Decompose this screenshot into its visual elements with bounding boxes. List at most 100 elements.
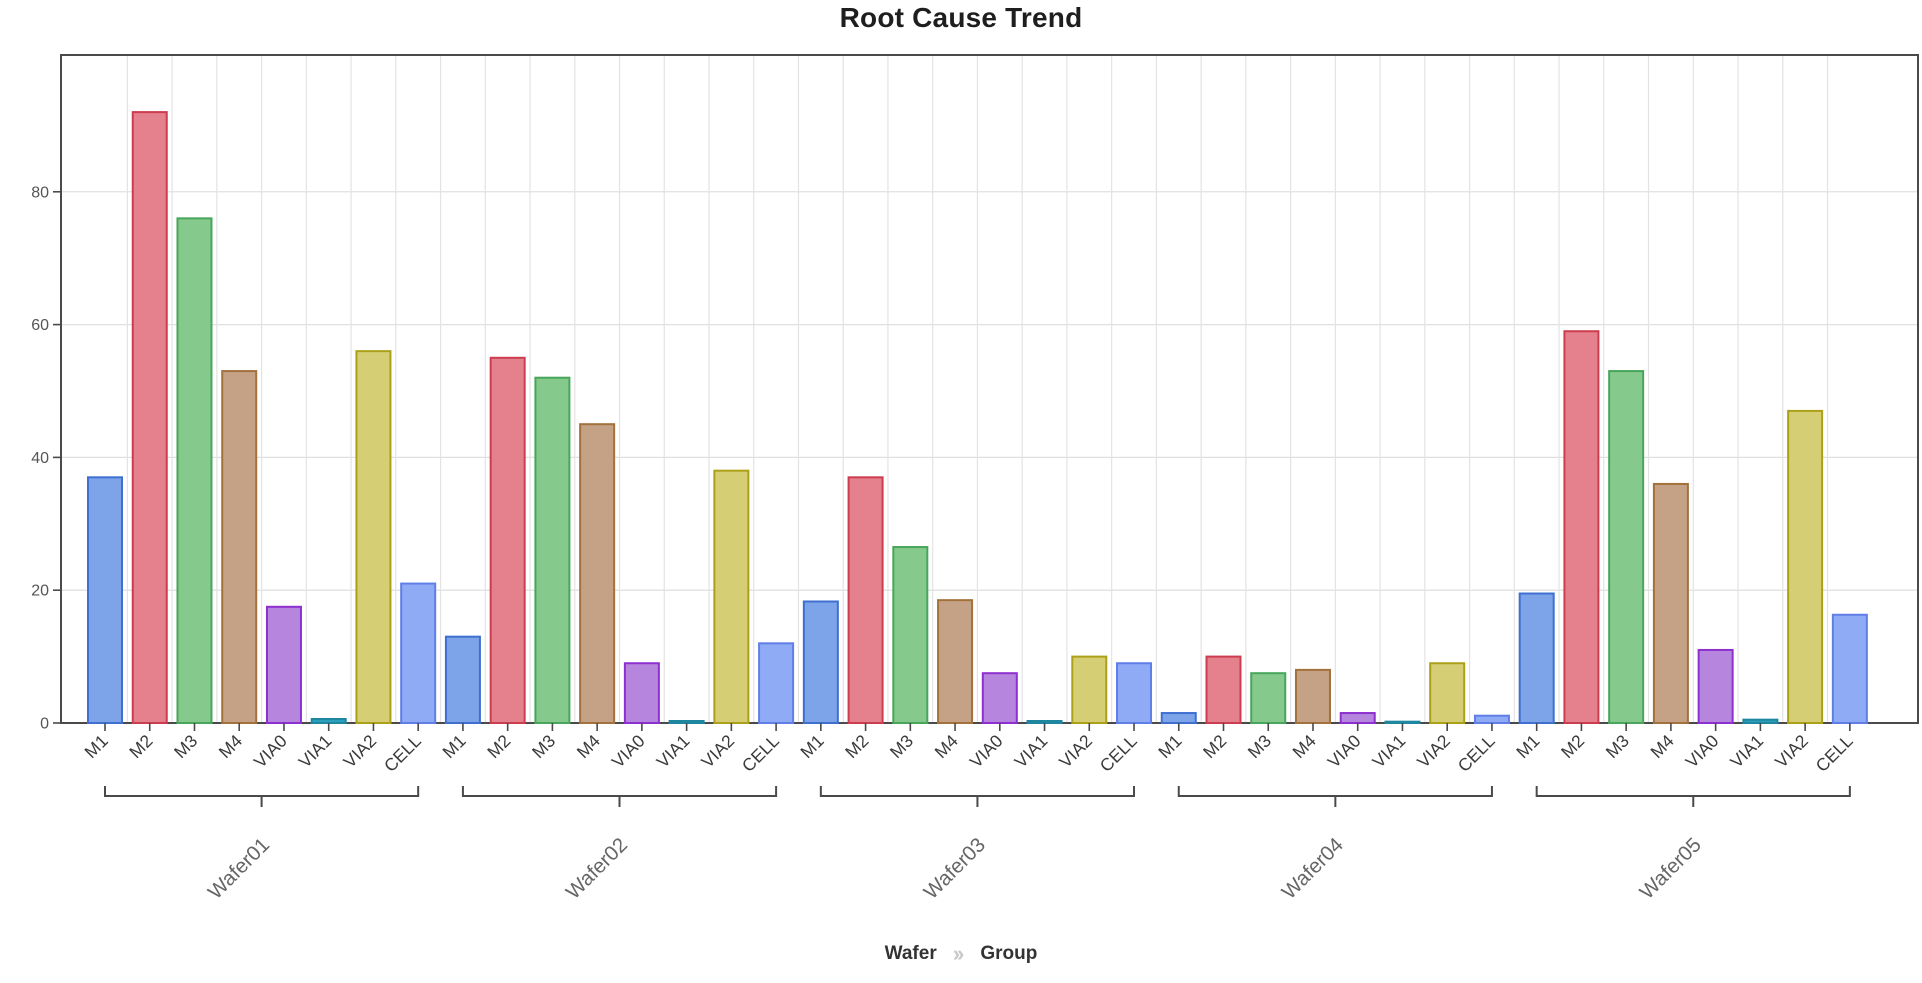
bar-Wafer04-M3[interactable] [1250,672,1287,724]
bar-Wafer01-VIA0[interactable] [265,605,302,725]
bar-Wafer04-VIA0[interactable] [1339,712,1376,724]
x-tick-label-12-VIA0: VIA0 [608,731,649,772]
bar-Wafer03-CELL[interactable] [1116,662,1153,725]
group-bracket-Wafer05 [1535,786,1851,797]
bar-Wafer02-VIA1[interactable] [668,720,705,724]
bar-Wafer05-M3[interactable] [1608,370,1645,724]
x-tick-label-6-VIA2: VIA2 [339,731,380,772]
x-tick-label-4-VIA0: VIA0 [250,731,291,772]
bar-Wafer04-M4[interactable] [1294,668,1331,724]
x-tick-label-14-VIA2: VIA2 [697,731,738,772]
group-label-Wafer05: Wafer05 [1635,833,1706,904]
group-label-Wafer02: Wafer02 [562,833,633,904]
bar-Wafer03-M2[interactable] [847,476,884,724]
x-tick-label-30-VIA2: VIA2 [1413,731,1454,772]
bar-Wafer01-VIA1[interactable] [310,718,347,725]
x-tick-label-9-M2: M2 [483,731,514,762]
x-tick-label-10-M3: M3 [528,731,559,762]
bar-Wafer02-VIA0[interactable] [623,662,660,725]
x-tick-label-7-CELL: CELL [380,731,425,776]
x-tick-label-34-M3: M3 [1602,731,1633,762]
x-tick-label-21-VIA1: VIA1 [1010,731,1051,772]
bar-Wafer03-VIA0[interactable] [981,672,1018,724]
x-tick-label-11-M4: M4 [573,730,605,762]
x-tick-label-0-M1: M1 [80,731,111,762]
breadcrumb-level-group[interactable]: Group [980,943,1038,964]
bar-Wafer03-VIA1[interactable] [1026,720,1063,724]
bar-Wafer02-M1[interactable] [444,635,481,724]
bar-Wafer02-M3[interactable] [534,376,571,724]
group-bracket-Wafer04 [1177,786,1493,797]
bar-Wafer01-M4[interactable] [221,370,258,724]
chart-title: Root Cause Trend [839,2,1083,33]
x-tick-label-2-M3: M3 [170,731,201,762]
bar-Wafer05-VIA2[interactable] [1787,409,1824,724]
bar-Wafer04-VIA2[interactable] [1429,662,1466,725]
y-tick-label-40: 40 [31,450,49,467]
bar-Wafer04-VIA1[interactable] [1384,720,1421,725]
bar-Wafer01-M3[interactable] [176,217,213,725]
x-tick-label-29-VIA1: VIA1 [1368,731,1409,772]
bar-Wafer01-VIA2[interactable] [355,350,392,724]
bar-Wafer04-M1[interactable] [1160,712,1197,724]
x-tick-label-17-M2: M2 [841,731,872,762]
bar-Wafer03-VIA2[interactable] [1071,655,1108,724]
x-tick-label-37-VIA1: VIA1 [1726,731,1767,772]
x-tick-label-5-VIA1: VIA1 [295,731,336,772]
bar-Wafer05-M1[interactable] [1518,592,1555,725]
x-tick-label-8-M1: M1 [438,731,469,762]
bar-Wafer05-M4[interactable] [1652,482,1689,725]
x-tick-label-28-VIA0: VIA0 [1324,731,1365,772]
group-bracket-Wafer01 [104,786,420,797]
x-tick-label-31-CELL: CELL [1454,731,1499,776]
x-tick-label-18-M3: M3 [886,731,917,762]
bar-Wafer05-M2[interactable] [1563,330,1600,724]
x-tick-label-33-M2: M2 [1557,731,1588,762]
x-tick-label-25-M2: M2 [1199,731,1230,762]
breadcrumb-separator-icon: ›› [952,941,965,966]
x-tick-label-23-CELL: CELL [1096,731,1141,776]
group-bracket-Wafer02 [461,786,778,797]
bar-Wafer02-CELL[interactable] [758,642,795,725]
x-tick-label-13-VIA1: VIA1 [652,731,693,772]
x-tick-label-1-M2: M2 [125,731,156,762]
bar-Wafer02-M4[interactable] [579,423,616,724]
x-tick-label-24-M1: M1 [1154,731,1185,762]
x-tick-label-38-VIA2: VIA2 [1771,731,1812,772]
y-tick-label-20: 20 [31,583,49,600]
bar-Wafer02-VIA2[interactable] [713,469,750,724]
breadcrumb-level-wafer[interactable]: Wafer [884,943,937,964]
x-tick-label-36-VIA0: VIA0 [1681,731,1722,772]
bar-Wafer03-M4[interactable] [937,599,974,724]
bar-Wafer02-M2[interactable] [489,356,526,724]
x-tick-label-22-VIA2: VIA2 [1055,731,1096,772]
bar-Wafer05-VIA1[interactable] [1742,718,1779,725]
group-label-Wafer01: Wafer01 [204,833,275,904]
y-tick-label-60: 60 [31,317,49,334]
bar-Wafer01-M1[interactable] [87,476,123,724]
x-tick-label-26-M3: M3 [1244,731,1275,762]
x-tick-label-39-CELL: CELL [1812,731,1857,776]
x-tick-label-35-M4: M4 [1646,730,1678,762]
breadcrumb: Wafer ›› Group [0,941,1922,967]
x-tick-label-16-M1: M1 [796,731,827,762]
bar-Wafer05-CELL[interactable] [1831,613,1868,724]
bar-Wafer03-M1[interactable] [802,600,839,725]
bar-Wafer05-VIA0[interactable] [1697,648,1734,724]
x-tick-label-15-CELL: CELL [738,731,783,776]
x-tick-label-32-M1: M1 [1512,731,1543,762]
x-tick-label-20-VIA0: VIA0 [966,731,1007,772]
bar-Wafer04-M2[interactable] [1205,655,1242,724]
bar-Wafer01-CELL[interactable] [400,582,437,724]
x-tick-label-27-M4: M4 [1288,730,1320,762]
y-tick-label-80: 80 [31,184,49,201]
x-tick-label-3-M4: M4 [215,730,247,762]
x-tick-label-19-M4: M4 [931,730,963,762]
group-label-Wafer03: Wafer03 [919,833,990,904]
bar-Wafer03-M3[interactable] [892,546,929,724]
bar-Wafer04-CELL[interactable] [1473,714,1510,724]
bar-Wafer01-M2[interactable] [131,111,168,725]
group-bracket-Wafer03 [819,786,1136,797]
